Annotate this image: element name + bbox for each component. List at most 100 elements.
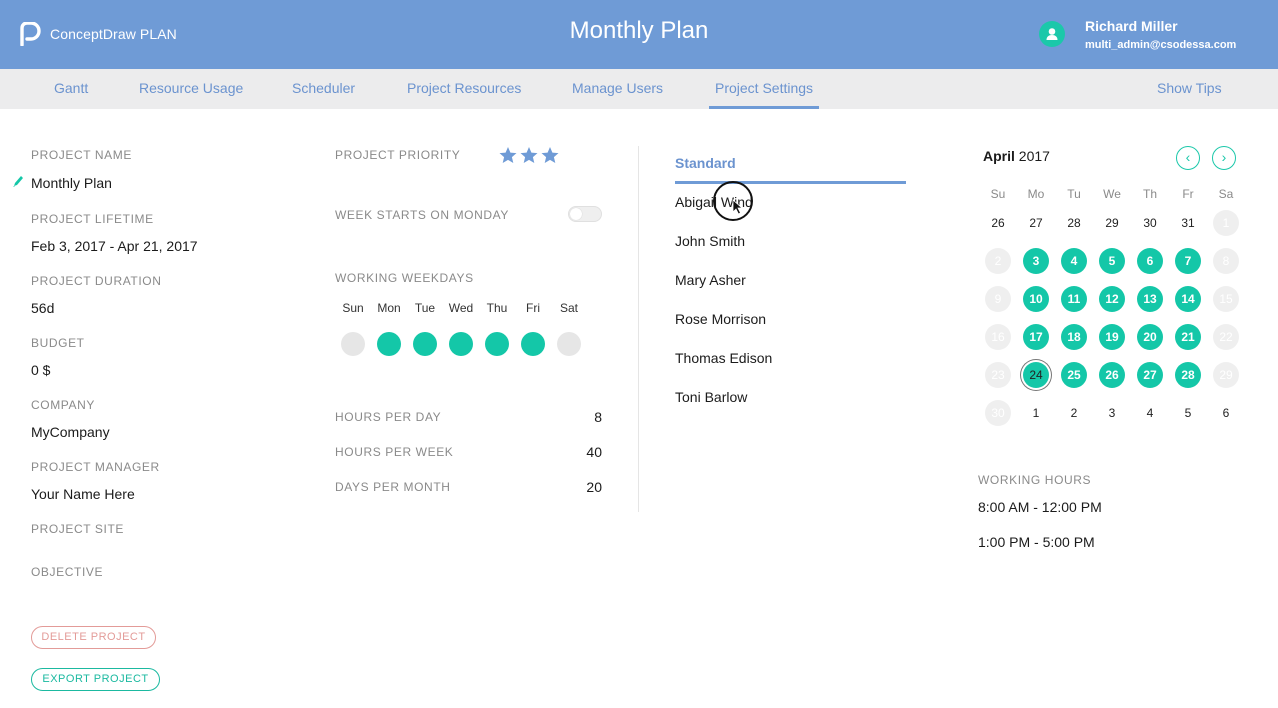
tab-resource-usage[interactable]: Resource Usage — [139, 80, 244, 96]
calendar-day[interactable]: 28 — [1067, 216, 1081, 230]
calendar-day[interactable]: 23 — [985, 362, 1011, 388]
calendar-day[interactable]: 20 — [1137, 324, 1163, 350]
weekday-toggle-fri[interactable] — [521, 332, 545, 356]
calendar-day[interactable]: 4 — [1061, 248, 1087, 274]
hours-per-week-value[interactable]: 40 — [586, 444, 602, 460]
show-tips-link[interactable]: Show Tips — [1157, 80, 1222, 96]
calendar-day[interactable]: 14 — [1175, 286, 1201, 312]
weekday-name-sun: Sun — [342, 301, 364, 315]
calendar-day[interactable]: 26 — [991, 216, 1005, 230]
calendar-day[interactable]: 27 — [1029, 216, 1043, 230]
calendar-day[interactable]: 6 — [1137, 248, 1163, 274]
weekday-name-sat: Sat — [559, 301, 578, 315]
calendar-day[interactable]: 5 — [1099, 248, 1125, 274]
priority-stars[interactable] — [498, 146, 560, 164]
calendar-weekday-header: Sa — [1218, 187, 1234, 201]
project-lifetime-value[interactable]: Feb 3, 2017 - Apr 21, 2017 — [31, 238, 198, 254]
calendar-day[interactable]: 7 — [1175, 248, 1201, 274]
calendar-day[interactable]: 31 — [1181, 216, 1195, 230]
calendar-day[interactable]: 30 — [1143, 216, 1157, 230]
star-icon[interactable] — [499, 147, 517, 163]
weekday-toggle-sun[interactable] — [341, 332, 365, 356]
resource-item[interactable]: Rose Morrison — [675, 311, 767, 327]
calendar-day[interactable]: 25 — [1061, 362, 1087, 388]
project-duration-label: PROJECT DURATION — [31, 274, 162, 288]
tab-standard-calendar[interactable]: Standard — [675, 155, 736, 171]
weekday-toggle-thu[interactable] — [485, 332, 509, 356]
calendar-day-today[interactable]: 24 — [1023, 362, 1049, 388]
calendar-weekday-header: Tu — [1067, 187, 1081, 201]
resource-item[interactable]: John Smith — [675, 233, 746, 249]
calendar-day[interactable]: 12 — [1099, 286, 1125, 312]
project-manager-value[interactable]: Your Name Here — [31, 486, 135, 502]
calendar-day[interactable]: 29 — [1213, 362, 1239, 388]
weekday-toggle-mon[interactable] — [377, 332, 401, 356]
project-name-label: PROJECT NAME — [31, 148, 132, 162]
resource-item[interactable]: Thomas Edison — [675, 350, 773, 366]
hours-per-day-value[interactable]: 8 — [594, 409, 602, 425]
export-project-button[interactable]: EXPORT PROJECT — [31, 668, 160, 691]
calendar-day[interactable]: 2 — [1070, 406, 1078, 420]
tab-project-settings[interactable]: Project Settings — [708, 80, 820, 109]
column-divider — [638, 146, 639, 512]
working-hours-morning[interactable]: 8:00 AM - 12:00 PM — [978, 499, 1102, 515]
hours-per-day-label: HOURS PER DAY — [335, 410, 442, 424]
calendar-day[interactable]: 4 — [1146, 406, 1154, 420]
weekday-toggle-sat[interactable] — [557, 332, 581, 356]
days-per-month-value[interactable]: 20 — [586, 479, 602, 495]
conceptdraw-logo-icon — [20, 22, 41, 46]
calendar-day[interactable]: 8 — [1213, 248, 1239, 274]
calendar-day[interactable]: 27 — [1137, 362, 1163, 388]
company-value[interactable]: MyCompany — [31, 424, 110, 440]
avatar[interactable] — [1039, 21, 1065, 47]
mouse-cursor-icon — [732, 199, 743, 215]
calendar-day[interactable]: 17 — [1023, 324, 1049, 350]
calendar-day[interactable]: 2 — [985, 248, 1011, 274]
calendar-day[interactable]: 16 — [985, 324, 1011, 350]
days-per-month-label: DAYS PER MONTH — [335, 480, 451, 494]
calendar-day[interactable]: 5 — [1184, 406, 1192, 420]
chevron-left-icon: ‹ — [1185, 149, 1191, 165]
project-duration-value: 56d — [31, 300, 55, 316]
calendar-day[interactable]: 1 — [1213, 210, 1239, 236]
tab-scheduler[interactable]: Scheduler — [292, 80, 356, 96]
calendar-day[interactable]: 10 — [1023, 286, 1049, 312]
resource-item[interactable]: Toni Barlow — [675, 389, 748, 405]
calendar-day[interactable]: 15 — [1213, 286, 1239, 312]
weekday-toggle-wed[interactable] — [449, 332, 473, 356]
calendar-day[interactable]: 30 — [985, 400, 1011, 426]
calendar-day[interactable]: 6 — [1222, 406, 1230, 420]
calendar-day[interactable]: 19 — [1099, 324, 1125, 350]
star-icon[interactable] — [520, 147, 538, 163]
weekday-name-wed: Wed — [448, 301, 474, 315]
calendar-day[interactable]: 3 — [1108, 406, 1116, 420]
user-name[interactable]: Richard Miller — [1085, 18, 1178, 34]
budget-value[interactable]: 0 $ — [31, 362, 51, 378]
calendar-day[interactable]: 1 — [1032, 406, 1040, 420]
calendar-day[interactable]: 21 — [1175, 324, 1201, 350]
tab-manage-users[interactable]: Manage Users — [572, 80, 664, 96]
star-icon[interactable] — [541, 147, 559, 163]
calendar-weekday-header: We — [1103, 187, 1121, 201]
tab-gantt[interactable]: Gantt — [54, 80, 89, 96]
week-starts-monday-toggle[interactable] — [568, 206, 602, 222]
pencil-icon[interactable] — [12, 174, 24, 188]
objective-label: OBJECTIVE — [31, 565, 104, 579]
calendar-day[interactable]: 13 — [1137, 286, 1163, 312]
calendar-day[interactable]: 28 — [1175, 362, 1201, 388]
calendar-day[interactable]: 9 — [985, 286, 1011, 312]
resource-item[interactable]: Mary Asher — [675, 272, 746, 288]
calendar-day[interactable]: 26 — [1099, 362, 1125, 388]
calendar-prev-button[interactable]: ‹ — [1176, 146, 1200, 170]
weekday-toggle-tue[interactable] — [413, 332, 437, 356]
calendar-day[interactable]: 29 — [1105, 216, 1119, 230]
calendar-day[interactable]: 22 — [1213, 324, 1239, 350]
calendar-next-button[interactable]: › — [1212, 146, 1236, 170]
calendar-day[interactable]: 11 — [1061, 286, 1087, 312]
project-name-value[interactable]: Monthly Plan — [31, 175, 112, 191]
calendar-day[interactable]: 18 — [1061, 324, 1087, 350]
delete-project-button[interactable]: DELETE PROJECT — [31, 626, 156, 649]
working-hours-afternoon[interactable]: 1:00 PM - 5:00 PM — [978, 534, 1095, 550]
calendar-day[interactable]: 3 — [1023, 248, 1049, 274]
tab-project-resources[interactable]: Project Resources — [407, 80, 522, 96]
